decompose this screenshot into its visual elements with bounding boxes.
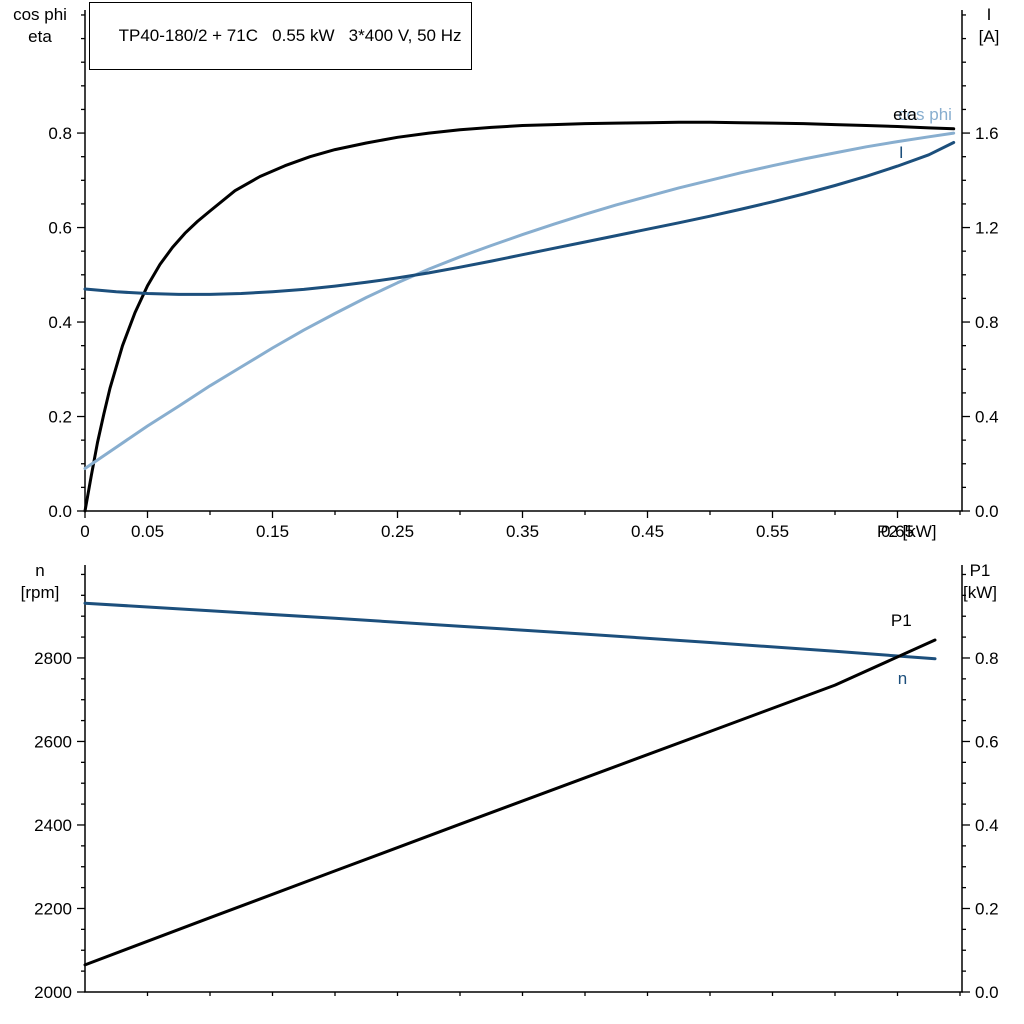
- tick-label: 2200: [34, 899, 72, 918]
- top-right-axis-label: I [A]: [960, 4, 1018, 48]
- tick-label: 0.65: [881, 522, 914, 541]
- tick-label: 0.05: [131, 522, 164, 541]
- tick-label: 0.2: [975, 899, 999, 918]
- tick-label: 0.8: [48, 124, 72, 143]
- chart-bottom: 2000 2200 2400 2600 2800 0.0 0.2 0.4 0.6 0.8 P1 n: [34, 565, 999, 1002]
- title-text: TP40-180/2 + 71C 0.55 kW 3*400 V, 50 Hz: [118, 26, 462, 45]
- top-axes: [84, 10, 963, 512]
- speed-axis-unit: [rpm]: [20, 583, 60, 602]
- tick-label: 0.4: [975, 408, 999, 427]
- tick-label: 1.2: [975, 219, 999, 238]
- tick-label: 0.0: [975, 983, 999, 1002]
- curve-eta: [83, 120, 956, 513]
- cos-phi-axis-label: cos phi: [13, 5, 67, 24]
- tick-label: 0.2: [48, 408, 72, 427]
- tick-label: 0.8: [975, 649, 999, 668]
- tick-label: 0.25: [381, 522, 414, 541]
- tick-label: 2600: [34, 732, 72, 751]
- curve-i: [83, 141, 956, 296]
- top-tick-labels: 0.0 0.2 0.4 0.6 0.8 0.0 0.4 0.8 1.2 1.6 0 0.05 0.15 0…: [48, 124, 998, 541]
- tick-label: 0.35: [506, 522, 539, 541]
- curve-n: [83, 601, 937, 661]
- tick-label: 0.0: [48, 502, 72, 521]
- tick-label: 1.6: [975, 124, 999, 143]
- title-box: TP40-180/2 + 71C 0.55 kW 3*400 V, 50 Hz: [89, 2, 473, 70]
- curve-label-p1: P1: [891, 611, 912, 630]
- current-axis-unit: [A]: [978, 27, 1000, 46]
- tick-label: 0.45: [631, 522, 664, 541]
- x-axis-label: P2 [kW]: [877, 522, 937, 541]
- bottom-ticks: [77, 573, 970, 996]
- tick-label: 2800: [34, 649, 72, 668]
- tick-label: 0: [80, 522, 89, 541]
- bottom-left-axis-label: n [rpm]: [2, 560, 78, 604]
- curve-label-cos-phi: cos phi: [898, 105, 952, 124]
- chart-top: 0.0 0.2 0.4 0.6 0.8 0.0 0.4 0.8 1.2 1.6 0 0.05 0.15 0…: [48, 10, 999, 541]
- tick-label: 0.4: [48, 313, 72, 332]
- top-ticks: [77, 14, 970, 518]
- bottom-tick-labels: 2000 2200 2400 2600 2800 0.0 0.2 0.4 0.6 0.8: [34, 649, 998, 1002]
- curve-p1: [83, 638, 937, 967]
- tick-label: 2000: [34, 983, 72, 1002]
- tick-label: 0.6: [975, 732, 999, 751]
- tick-label: 2400: [34, 816, 72, 835]
- power-axis-label: P1: [969, 561, 991, 580]
- tick-label: 0.55: [756, 522, 789, 541]
- curve-label-n: n: [898, 669, 907, 688]
- curve-cos-phi: [83, 131, 956, 470]
- eta-axis-label: eta: [28, 27, 52, 46]
- current-axis-label: I: [986, 5, 992, 24]
- curve-label-eta: eta: [893, 105, 917, 124]
- tick-label: 0.0: [975, 502, 999, 521]
- bottom-right-axis-label: P1 [kW]: [948, 560, 1012, 604]
- bottom-axes: [84, 565, 963, 993]
- speed-axis-label: n: [35, 561, 45, 580]
- top-left-axis-label: cos phi eta: [2, 4, 78, 48]
- tick-label: 0.15: [256, 522, 289, 541]
- tick-label: 0.8: [975, 313, 999, 332]
- curve-label-i: I: [899, 143, 904, 162]
- tick-label: 0.4: [975, 816, 999, 835]
- tick-label: 0.6: [48, 219, 72, 238]
- power-axis-unit: [kW]: [963, 583, 997, 602]
